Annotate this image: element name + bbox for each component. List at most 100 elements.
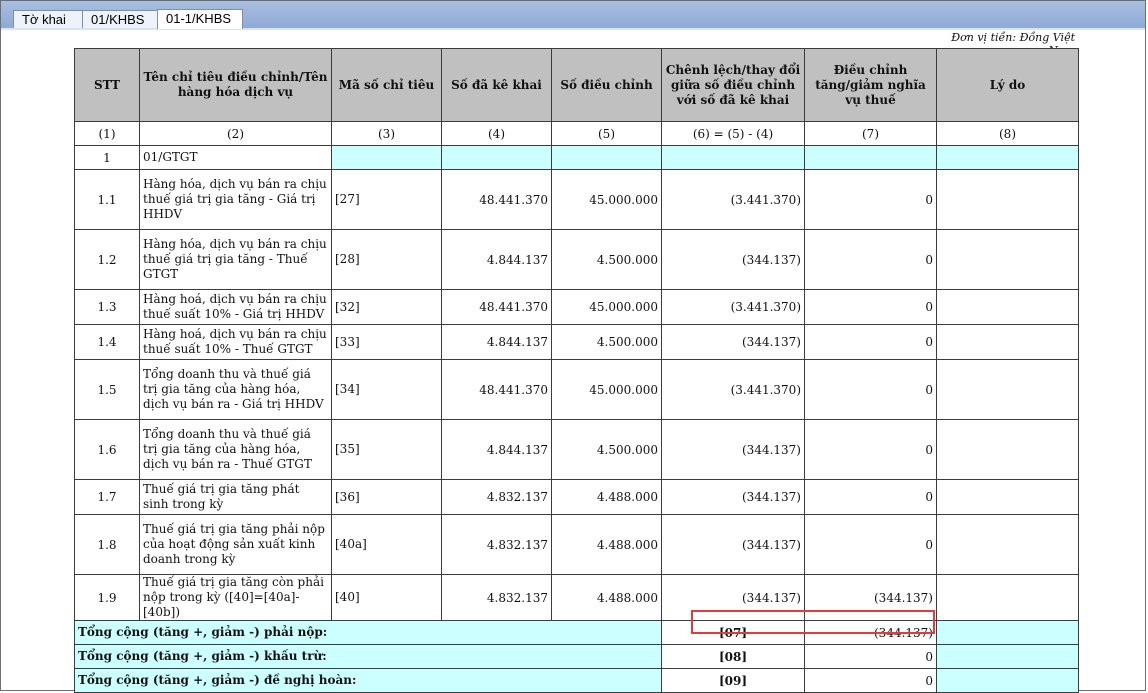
tab-01-khbs[interactable]: 01/KHBS bbox=[82, 10, 158, 28]
total-label: Tổng cộng (tăng +, giảm -) khấu trừ: bbox=[74, 644, 662, 669]
row-reason-input[interactable] bbox=[936, 514, 1079, 575]
row-tax-adjustment: 0 bbox=[804, 359, 937, 420]
section-cell bbox=[331, 145, 442, 170]
row-adjusted[interactable]: 45.000.000 bbox=[551, 359, 662, 420]
row-stt: 1.4 bbox=[74, 324, 140, 360]
row-declared: 48.441.370 bbox=[441, 359, 552, 420]
header-stt: STT bbox=[74, 48, 140, 122]
column-number: (8) bbox=[936, 121, 1079, 146]
row-diff: (344.137) bbox=[661, 479, 805, 515]
row-name: Thuế giá trị gia tăng phát sinh trong kỳ bbox=[139, 479, 332, 515]
table-row: 1.5 Tổng doanh thu và thuế giá trị gia t… bbox=[74, 359, 1079, 420]
row-reason-input[interactable] bbox=[936, 479, 1079, 515]
row-name: Hàng hóa, dịch vụ bán ra chịu thuế giá t… bbox=[139, 229, 332, 290]
row-reason-input[interactable] bbox=[936, 359, 1079, 420]
total-value: (344.137) bbox=[804, 620, 937, 645]
table-row: 1.9 Thuế giá trị gia tăng còn phải nộp t… bbox=[74, 574, 1079, 621]
total-refund-row: Tổng cộng (tăng +, giảm -) đề nghị hoàn:… bbox=[74, 668, 1079, 693]
row-tax-adjustment: 0 bbox=[804, 419, 937, 480]
column-number: (6) = (5) - (4) bbox=[661, 121, 805, 146]
row-code: [34] bbox=[331, 359, 442, 420]
row-tax-adjustment: 0 bbox=[804, 479, 937, 515]
row-tax-adjustment: (344.137) bbox=[804, 574, 937, 621]
row-adjusted[interactable]: 4.500.000 bbox=[551, 324, 662, 360]
row-adjusted[interactable]: 4.500.000 bbox=[551, 419, 662, 480]
row-stt: 1.6 bbox=[74, 419, 140, 480]
row-stt: 1.2 bbox=[74, 229, 140, 290]
adjustment-table: STT Tên chỉ tiêu điều chỉnh/Tên hàng hóa… bbox=[74, 48, 1079, 693]
row-code: [36] bbox=[331, 479, 442, 515]
row-reason-input[interactable] bbox=[936, 229, 1079, 290]
section-cell bbox=[551, 145, 662, 170]
row-tax-adjustment: 0 bbox=[804, 289, 937, 325]
row-diff: (344.137) bbox=[661, 229, 805, 290]
table-row: 1.7 Thuế giá trị gia tăng phát sinh tron… bbox=[74, 479, 1079, 515]
section-name: 01/GTGT bbox=[139, 145, 332, 170]
section-cell bbox=[936, 145, 1079, 170]
row-reason-input[interactable] bbox=[936, 574, 1079, 621]
section-cell bbox=[661, 145, 805, 170]
row-declared: 48.441.370 bbox=[441, 169, 552, 230]
header-tax-adjustment: Điều chỉnh tăng/giảm nghĩa vụ thuế bbox=[804, 48, 937, 122]
row-adjusted[interactable]: 4.500.000 bbox=[551, 229, 662, 290]
header-reason: Lý do bbox=[936, 48, 1079, 122]
row-diff: (3.441.370) bbox=[661, 289, 805, 325]
total-value: 0 bbox=[804, 644, 937, 669]
row-reason-input[interactable] bbox=[936, 289, 1079, 325]
table-row: 1.3 Hàng hoá, dịch vụ bán ra chịu thuế s… bbox=[74, 289, 1079, 325]
section-cell bbox=[804, 145, 937, 170]
column-number: (4) bbox=[441, 121, 552, 146]
row-stt: 1.9 bbox=[74, 574, 140, 621]
tab-to-khai[interactable]: Tờ khai bbox=[13, 10, 83, 28]
total-value: 0 bbox=[804, 668, 937, 693]
section-stt: 1 bbox=[74, 145, 140, 170]
row-diff: (344.137) bbox=[661, 514, 805, 575]
row-code: [35] bbox=[331, 419, 442, 480]
row-reason-input[interactable] bbox=[936, 169, 1079, 230]
column-number: (1) bbox=[74, 121, 140, 146]
row-diff: (344.137) bbox=[661, 324, 805, 360]
table-row: 1.1 Hàng hóa, dịch vụ bán ra chịu thuế g… bbox=[74, 169, 1079, 230]
row-reason-input[interactable] bbox=[936, 324, 1079, 360]
column-number: (5) bbox=[551, 121, 662, 146]
total-code: [08] bbox=[661, 644, 805, 669]
table-row: 1.8 Thuế giá trị gia tăng phải nộp của h… bbox=[74, 514, 1079, 575]
row-stt: 1.5 bbox=[74, 359, 140, 420]
total-payable-row: Tổng cộng (tăng +, giảm -) phải nộp: [07… bbox=[74, 620, 1079, 645]
table-row: 1.2 Hàng hóa, dịch vụ bán ra chịu thuế g… bbox=[74, 229, 1079, 290]
row-declared: 4.844.137 bbox=[441, 419, 552, 480]
row-adjusted[interactable]: 4.488.000 bbox=[551, 479, 662, 515]
section-row: 1 01/GTGT bbox=[74, 145, 1079, 170]
row-declared: 48.441.370 bbox=[441, 289, 552, 325]
row-adjusted[interactable]: 4.488.000 bbox=[551, 574, 662, 621]
column-number: (2) bbox=[139, 121, 332, 146]
tab-01-1-khbs[interactable]: 01-1/KHBS bbox=[157, 9, 243, 29]
row-tax-adjustment: 0 bbox=[804, 229, 937, 290]
column-number: (3) bbox=[331, 121, 442, 146]
total-label: Tổng cộng (tăng +, giảm -) phải nộp: bbox=[74, 620, 662, 645]
row-name: Tổng doanh thu và thuế giá trị gia tăng … bbox=[139, 359, 332, 420]
row-code: [28] bbox=[331, 229, 442, 290]
row-tax-adjustment: 0 bbox=[804, 514, 937, 575]
table-row: 1.4 Hàng hoá, dịch vụ bán ra chịu thuế s… bbox=[74, 324, 1079, 360]
row-name: Tổng doanh thu và thuế giá trị gia tăng … bbox=[139, 419, 332, 480]
header-declared: Số đã kê khai bbox=[441, 48, 552, 122]
row-declared: 4.844.137 bbox=[441, 229, 552, 290]
total-label: Tổng cộng (tăng +, giảm -) đề nghị hoàn: bbox=[74, 668, 662, 693]
header-adjusted: Số điều chỉnh bbox=[551, 48, 662, 122]
row-declared: 4.832.137 bbox=[441, 479, 552, 515]
row-diff: (3.441.370) bbox=[661, 359, 805, 420]
row-reason-input[interactable] bbox=[936, 419, 1079, 480]
header-name: Tên chỉ tiêu điều chỉnh/Tên hàng hóa dịc… bbox=[139, 48, 332, 122]
row-stt: 1.8 bbox=[74, 514, 140, 575]
section-cell bbox=[441, 145, 552, 170]
row-name: Hàng hoá, dịch vụ bán ra chịu thuế suất … bbox=[139, 324, 332, 360]
row-adjusted[interactable]: 45.000.000 bbox=[551, 289, 662, 325]
row-declared: 4.832.137 bbox=[441, 574, 552, 621]
row-code: [40] bbox=[331, 574, 442, 621]
row-adjusted[interactable]: 45.000.000 bbox=[551, 169, 662, 230]
total-code: [09] bbox=[661, 668, 805, 693]
row-adjusted[interactable]: 4.488.000 bbox=[551, 514, 662, 575]
row-code: [27] bbox=[331, 169, 442, 230]
row-stt: 1.1 bbox=[74, 169, 140, 230]
